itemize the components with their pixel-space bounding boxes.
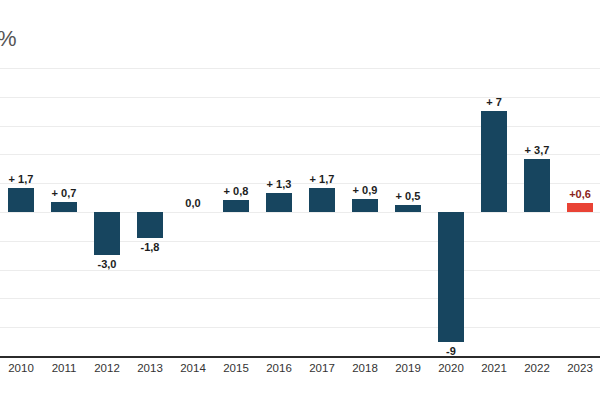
bar-value-label-2017: + 1,7 (300, 173, 344, 185)
gridline--2 (0, 241, 600, 242)
x-axis-label-2017: 2017 (300, 362, 344, 374)
bar-2023 (567, 203, 593, 212)
bar-value-label-2021: + 7 (472, 96, 516, 108)
bar-value-label-2022: + 3,7 (515, 144, 559, 156)
bar-value-label-2015: + 0,8 (214, 185, 258, 197)
gridline-0 (0, 212, 600, 213)
gridline-10 (0, 68, 600, 69)
bar-2015 (223, 200, 249, 212)
bar-value-label-2011: + 0,7 (42, 187, 86, 199)
bar-value-label-2013: -1,8 (128, 241, 172, 253)
gridline--6 (0, 298, 600, 299)
bar-2022 (524, 159, 550, 212)
x-axis-label-2010: 2010 (0, 362, 43, 374)
bar-value-label-2014: 0,0 (171, 197, 215, 209)
x-axis-label-2011: 2011 (42, 362, 86, 374)
x-axis-label-2022: 2022 (515, 362, 559, 374)
x-axis-label-2015: 2015 (214, 362, 258, 374)
gridline-6 (0, 126, 600, 127)
bar-value-label-2010: + 1,7 (0, 173, 43, 185)
bar-2017 (309, 188, 335, 212)
x-axis-label-2019: 2019 (386, 362, 430, 374)
bar-value-label-2016: + 1,3 (257, 178, 301, 190)
x-axis-label-2023: 2023 (558, 362, 600, 374)
bar-2010 (8, 188, 34, 212)
bar-2018 (352, 199, 378, 212)
x-axis-label-2021: 2021 (472, 362, 516, 374)
x-axis-line (0, 356, 600, 358)
bar-2011 (51, 202, 77, 212)
bar-value-label-2019: + 0,5 (386, 190, 430, 202)
x-axis-label-2020: 2020 (429, 362, 473, 374)
x-axis-label-2018: 2018 (343, 362, 387, 374)
bar-value-label-2020: -9 (429, 345, 473, 357)
x-axis-label-2012: 2012 (85, 362, 129, 374)
x-axis-label-2013: 2013 (128, 362, 172, 374)
unit-label: % (0, 26, 17, 52)
bar-2019 (395, 205, 421, 212)
bar-2016 (266, 193, 292, 212)
x-axis-label-2014: 2014 (171, 362, 215, 374)
gridline--8 (0, 327, 600, 328)
bar-value-label-2018: + 0,9 (343, 184, 387, 196)
bar-2021 (481, 111, 507, 212)
bar-2020 (438, 212, 464, 342)
x-axis-label-2016: 2016 (257, 362, 301, 374)
gridline-4 (0, 154, 600, 155)
bar-value-label-2012: -3,0 (85, 258, 129, 270)
bar-2013 (137, 212, 163, 238)
bar-value-label-2023: +0,6 (558, 188, 600, 200)
bar-2012 (94, 212, 120, 255)
bar-chart: % + 1,7+ 0,7-3,0-1,80,0+ 0,8+ 1,3+ 1,7+ … (0, 0, 600, 400)
